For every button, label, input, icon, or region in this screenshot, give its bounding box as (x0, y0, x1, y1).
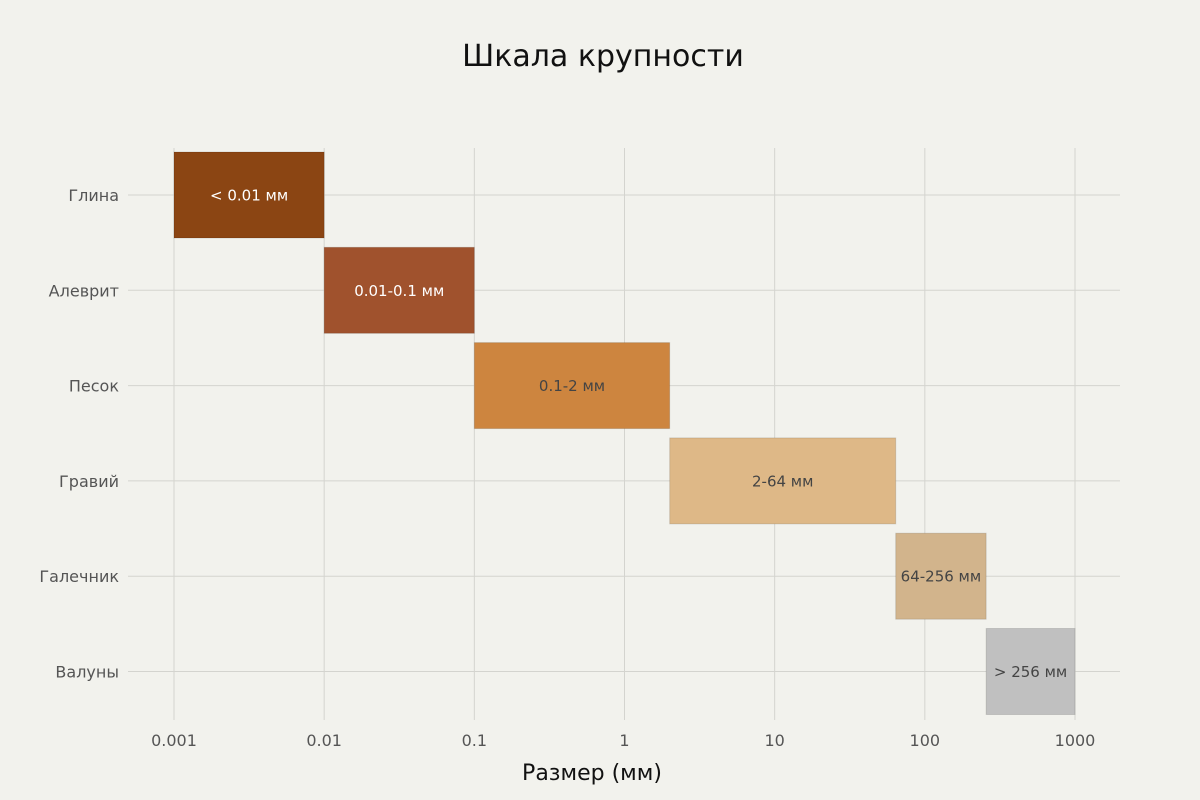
category-label: Гравий (59, 472, 119, 491)
range-bar (895, 532, 987, 620)
x-tick-label: 1000 (1055, 731, 1096, 750)
range-bar-label: < 0.01 мм (210, 187, 288, 205)
grid-layer (128, 148, 1120, 720)
category-label: Алеврит (49, 281, 119, 300)
range-bar-label: 0.1-2 мм (539, 377, 605, 395)
chart-title: Шкала крупности (462, 39, 744, 74)
x-tick-label: 10 (764, 731, 784, 750)
range-bar-label: 2-64 мм (752, 472, 813, 490)
x-tick-label: 100 (910, 731, 941, 750)
range-bar (323, 246, 475, 334)
range-bar-label: 0.01-0.1 мм (354, 282, 444, 300)
range-bar-label: > 256 мм (994, 663, 1067, 681)
category-label: Валуны (55, 663, 119, 682)
x-tick-label: 0.001 (151, 731, 197, 750)
range-bar (473, 342, 671, 430)
bars-layer: < 0.01 мм 0.01-0.1 мм 0.1-2 мм 2-64 мм 64-25… (173, 151, 1076, 715)
category-label: Галечник (39, 567, 119, 586)
x-tick-label: 0.1 (462, 731, 487, 750)
x-tick-label: 1 (619, 731, 629, 750)
range-bar (173, 151, 325, 239)
category-label: Песок (69, 377, 119, 396)
x-axis-title: Размер (мм) (522, 761, 662, 786)
x-axis-labels: 0.001 0.01 0.1 1 10 100 1000 (151, 731, 1095, 750)
y-axis-labels: Глина Алеврит Песок Гравий Галечник Валуны (39, 186, 119, 682)
range-bar (985, 628, 1076, 715)
x-tick-label: 0.01 (306, 731, 342, 750)
range-bar-label: 64-256 мм (901, 568, 982, 586)
range-bar (669, 437, 897, 525)
category-label: Глина (68, 186, 119, 205)
